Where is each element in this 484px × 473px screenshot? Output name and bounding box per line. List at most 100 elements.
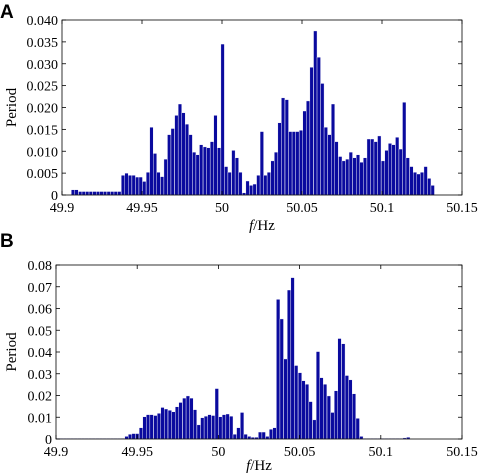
panel-a-bar [402,102,407,196]
panel-a-y-ticks: 0 0.005 0.010 0.015 0.020 0.025 0.030 0.035 0.04… [27,14,462,204]
panel-a-bar [274,151,279,196]
panel-a-bar [320,83,325,196]
panel-a-bar [359,161,364,196]
panel-b-bar [171,411,176,440]
panel-b-bar [294,365,299,440]
panel-a-bar [395,137,400,196]
panel-a-bar [117,191,122,196]
panel-a-bar [142,181,147,196]
panel-b-bar [214,388,219,440]
panel-a-bar [423,166,428,196]
panel-a-bar [96,191,100,196]
panel-a-y-tick-label: 0.030 [27,58,59,73]
panel-a-bar [103,191,107,196]
panel-a-label: A [0,2,14,23]
panel-a-bar [110,191,115,196]
panel-a-bar [145,172,150,196]
panel-a-bar [160,176,165,196]
panel-a-bar [163,158,168,196]
panel-a-bar [405,157,410,196]
panel-a-bar [331,103,335,196]
panel-b-bar [319,377,324,440]
panel-a-bar [128,175,132,196]
panel-a-bar [99,191,104,196]
panel-a-bar [259,131,264,196]
panel-a-bar [409,166,414,196]
panel-b-bars [55,277,411,440]
panel-b-bar [193,409,197,440]
panel-a-bar [338,156,343,196]
panel-a-bar [181,112,186,196]
panel-b-bar [164,408,169,440]
panel-a-y-axis-label: Period [4,87,20,127]
panel-b-y-tick-label: 0 [45,433,52,448]
panel-a-bar [323,126,328,196]
panel-b-bar [189,397,194,440]
panel-b-bar [269,429,274,440]
panel-b-bar [279,318,284,440]
panel-a-bar [377,135,382,196]
panel-b-bar [221,414,226,440]
panel-b-x-tick-label: 50.05 [284,445,316,460]
panel-a-bar [413,172,417,196]
panel-a-bar [149,126,154,196]
panel-b-y-tick-label: 0.08 [28,259,53,274]
panel-a-bar [352,157,357,196]
panel-a-bar [313,30,318,196]
panel-b-x-axis-label-unit: /Hz [250,458,272,473]
panel-a-bar [263,175,268,196]
panel-b-label: B [0,231,14,252]
panel-a-y-tick-label: 0.025 [27,80,59,95]
panel-a-bar [384,150,389,196]
panel-a-bar [299,130,303,196]
panel-a-bar [309,67,314,196]
panel-a-bar [156,172,161,196]
panel-b-y-tick-label: 0.05 [28,324,53,339]
panel-b-bar [290,277,295,440]
panel-b-bar [287,289,292,440]
panel-b-bar [348,379,353,440]
panel-b-x-tick-label: 50.1 [369,445,394,460]
panel-a-bar [249,185,254,196]
panel-b-bar [225,413,230,440]
panel-b-bar [312,419,317,440]
panel-b-bar [240,412,245,440]
panel-a-bar [366,138,371,196]
panel-b-bar [308,401,313,440]
panel-b-bar [156,413,161,440]
panel-b-bar [178,402,183,440]
panel-b-bar [203,415,208,440]
panel-b-bar [337,338,342,440]
panel-a-bar [356,154,360,196]
panel-b-bar [160,407,165,440]
panel-a-bars [71,30,435,196]
panel-b-x-tick-label: 50 [211,445,225,460]
panel-b-y-ticks: 0 0.01 0.02 0.03 0.04 0.05 0.06 0.07 0.08 [28,259,462,448]
panel-a-bar [88,191,93,196]
panel-b-bar [236,427,241,440]
panel-a-bar [277,122,282,196]
panel-b-bar [142,416,147,440]
panel-b-bar [232,434,237,440]
panel-a-bar [177,103,182,196]
panel-a-bar [217,147,222,196]
panel-a-bar [381,160,385,196]
panel-a-bar [78,191,83,196]
panel-a-bar [370,138,375,196]
panel-a-bar [206,147,211,196]
panel-a-x-tick-label: 50.05 [286,201,318,216]
panel-a-bar [209,141,214,196]
panel-a-bar [174,115,179,196]
panel-a-bar [188,134,193,196]
panel-b-bar [301,380,306,440]
panel-b-bar [261,431,266,440]
panel-b: B 49.9 49.95 50 50.05 50.1 50.15 0 0.01 0.02 0.0… [0,231,478,473]
panel-a-bar [202,146,207,196]
panel-b-bar [153,415,158,440]
panel-b-bar [185,395,190,440]
panel-a: A 49.9 49.95 50 50.05 50.1 50.15 00.0050.0100… [0,2,478,234]
panel-a-x-ticks: 49.9 49.95 50 50.05 50.1 50.15 [50,20,478,216]
panel-a-bar [238,172,243,196]
panel-a-bar [220,43,225,196]
panel-a-bar [92,191,97,196]
